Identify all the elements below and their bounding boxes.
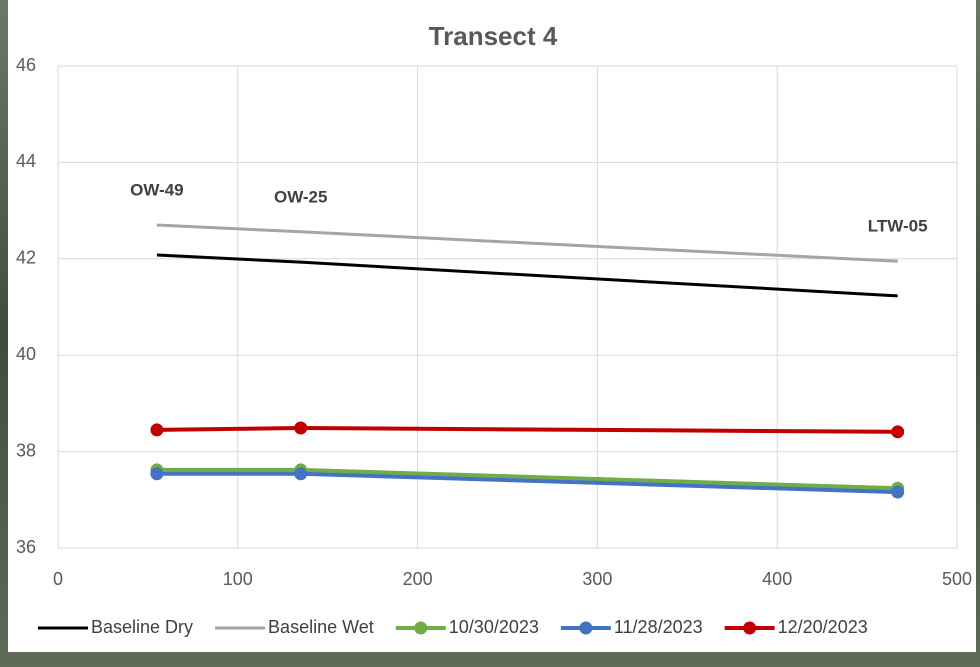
chart-panel: [8, 0, 976, 652]
y-tick-label: 42: [16, 248, 36, 268]
legend-marker: [579, 622, 592, 635]
legend-label: Baseline Dry: [91, 617, 193, 637]
y-tick-label: 44: [16, 151, 36, 171]
point-annotation: OW-49: [130, 181, 184, 200]
point-annotation: OW-25: [274, 187, 328, 206]
data-point: [294, 421, 307, 434]
chart-title: Transect 4: [429, 21, 558, 51]
page: Transect 4 36 38 40 42 44 46 0 100 200 300 400 500 O…: [0, 0, 980, 667]
y-tick-label: 36: [16, 537, 36, 557]
y-tick-label: 38: [16, 440, 36, 460]
x-tick-label: 300: [582, 569, 612, 589]
data-point: [891, 425, 904, 438]
x-tick-label: 200: [403, 569, 433, 589]
x-tick-label: 400: [762, 569, 792, 589]
data-point: [150, 423, 163, 436]
x-tick-label: 0: [53, 569, 63, 589]
data-point: [891, 486, 904, 499]
x-tick-label: 500: [942, 569, 972, 589]
x-tick-label: 100: [223, 569, 253, 589]
legend-label: 11/28/2023: [614, 617, 703, 637]
legend-label: 12/20/2023: [778, 617, 868, 637]
data-point: [150, 467, 163, 480]
point-annotation: LTW-05: [868, 217, 928, 236]
y-tick-label: 40: [16, 344, 36, 364]
legend-label: Baseline Wet: [268, 617, 374, 637]
data-point: [294, 467, 307, 480]
legend-label: 10/30/2023: [449, 617, 539, 637]
legend-marker: [743, 622, 756, 635]
y-tick-label: 46: [16, 55, 36, 75]
chart: Transect 4 36 38 40 42 44 46 0 100 200 300 400 500 O…: [0, 0, 980, 667]
legend-marker: [414, 622, 427, 635]
